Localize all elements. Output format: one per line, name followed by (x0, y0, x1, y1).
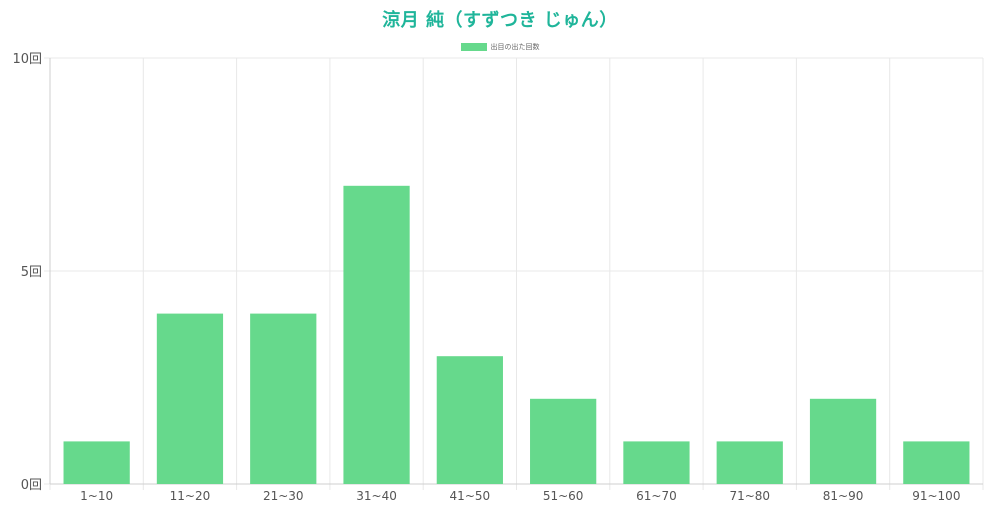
bar (716, 441, 783, 484)
x-tick-label: 31~40 (356, 489, 397, 503)
legend-label: 出目の出た回数 (490, 43, 540, 51)
x-tick-label: 61~70 (636, 489, 677, 503)
bar (63, 441, 130, 484)
x-tick-label: 11~20 (170, 489, 211, 503)
chart-legend[interactable]: 出目の出た回数 (0, 42, 1000, 52)
y-tick-label: 10回 (12, 52, 42, 67)
x-tick-label: 81~90 (823, 489, 864, 503)
bar (156, 313, 224, 484)
bar (903, 441, 970, 484)
bar (343, 185, 410, 485)
bar (623, 441, 690, 484)
x-tick-label: 1~10 (80, 489, 113, 503)
bar (250, 313, 317, 484)
bar (809, 398, 877, 484)
bar (436, 356, 503, 484)
x-tick-label: 71~80 (729, 489, 770, 503)
y-tick-label: 0回 (21, 478, 42, 493)
x-tick-label: 21~30 (263, 489, 304, 503)
legend-swatch (460, 43, 487, 51)
chart-title: 涼月 純（すずつき じゅん） (382, 10, 618, 31)
y-tick-label: 5回 (21, 265, 42, 280)
x-tick-label: 41~50 (450, 489, 491, 503)
x-tick-label: 51~60 (543, 489, 584, 503)
bar (530, 398, 597, 484)
x-tick-label: 91~100 (912, 489, 960, 503)
